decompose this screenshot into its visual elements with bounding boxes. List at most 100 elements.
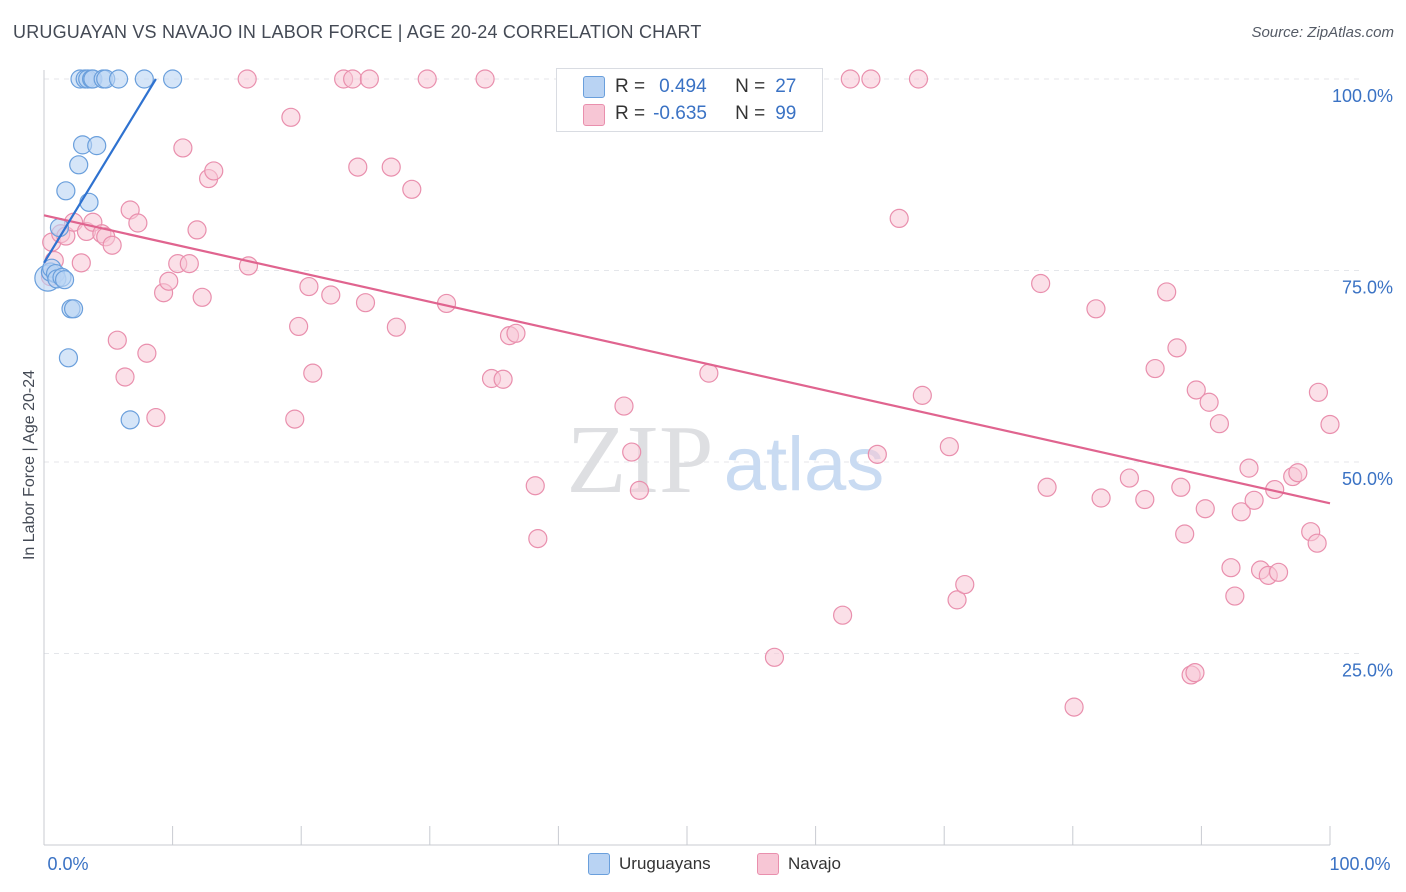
uruguayan-point-25 — [134, 69, 154, 89]
navajo-point-98 — [1308, 382, 1329, 402]
uruguayan-r-label: R = — [615, 76, 646, 97]
navajo-point-12 — [107, 330, 127, 350]
y-tick-label-25: 25.0% — [1342, 661, 1393, 681]
navajo-point-47 — [493, 369, 513, 389]
navajo-point-88 — [1225, 586, 1245, 606]
navajo-point-21 — [173, 138, 193, 158]
navajo-n-value: 99 — [775, 103, 797, 124]
navajo-point-49 — [506, 323, 526, 343]
navajo-point-83 — [1186, 380, 1206, 400]
navajo-point-89 — [1231, 502, 1251, 522]
navajo-point-74 — [1119, 468, 1139, 488]
uruguayan-stats: R = 0.494 N = 27 — [615, 74, 796, 100]
navajo-point-26 — [204, 161, 224, 181]
navajo-point-37 — [348, 157, 368, 177]
navajo-trend-line — [43, 214, 1331, 505]
y-axis-title: In Labor Force | Age 20-24 — [21, 369, 38, 561]
navajo-point-61 — [861, 69, 881, 89]
navajo-n-label: N = — [735, 103, 766, 124]
navajo-point-45 — [475, 69, 495, 89]
uruguayan-point-23 — [108, 69, 129, 89]
navajo-point-11 — [102, 235, 122, 255]
uruguayan-point-7 — [54, 270, 75, 290]
uruguayan-trend-line — [43, 78, 157, 264]
navajo-point-43 — [417, 69, 437, 89]
tick-labels: 25.0% 50.0% 75.0% 100.0% 0.0% 100.0% — [47, 86, 1393, 874]
navajo-point-82 — [1185, 663, 1205, 683]
navajo-point-60 — [840, 69, 860, 89]
uruguayan-point-26 — [163, 69, 183, 89]
navajo-point-59 — [833, 605, 853, 625]
uruguayan-point-8 — [56, 181, 76, 201]
navajo-point-42 — [402, 179, 422, 199]
navajo-point-16 — [137, 343, 157, 363]
navajo-point-63 — [889, 208, 909, 229]
navajo-point-91 — [1244, 490, 1264, 510]
legend-item-uruguayans: Uruguayans — [588, 853, 711, 875]
navajo-point-78 — [1167, 338, 1187, 358]
legend-item-navajo: Navajo — [757, 853, 841, 875]
navajo-r-value: -0.635 — [653, 103, 707, 124]
navajo-point-27 — [237, 69, 257, 89]
uruguayan-n-value: 27 — [775, 76, 797, 97]
uruguayan-point-24 — [120, 410, 140, 430]
navajo-point-77 — [1157, 282, 1177, 302]
navajo-point-19 — [159, 271, 179, 291]
uruguayan-point-9 — [58, 348, 79, 368]
navajo-point-70 — [1037, 477, 1057, 497]
uruguayan-point-11 — [63, 299, 84, 319]
legend-label-navajo: Navajo — [788, 854, 841, 873]
trend-lines — [43, 78, 1331, 505]
navajo-series — [40, 69, 1340, 717]
navajo-point-73 — [1091, 488, 1111, 508]
navajo-point-76 — [1145, 358, 1165, 379]
navajo-point-64 — [908, 69, 929, 89]
navajo-point-97 — [1288, 463, 1308, 483]
navajo-point-6 — [71, 253, 91, 273]
navajo-point-71 — [1064, 697, 1084, 717]
navajo-point-39 — [359, 69, 379, 89]
navajo-point-87 — [1221, 558, 1241, 578]
navajo-point-17 — [146, 407, 166, 428]
x-tick-label-0: 0.0% — [47, 854, 88, 874]
navajo-point-67 — [947, 590, 967, 610]
legend-label-uruguayans: Uruguayans — [619, 854, 711, 873]
uruguayan-r-value: 0.494 — [659, 76, 707, 97]
navajo-point-23 — [187, 220, 207, 240]
uruguayan-n-label: N = — [735, 76, 766, 97]
y-tick-label-75: 75.0% — [1342, 278, 1393, 298]
y-tick-label-50: 50.0% — [1342, 469, 1393, 489]
navajo-point-51 — [528, 528, 548, 549]
navajo-point-34 — [321, 285, 341, 305]
navajo-point-58 — [764, 647, 785, 667]
navajo-point-90 — [1239, 458, 1259, 478]
watermark: ZIP atlas — [567, 406, 885, 514]
watermark-atlas: atlas — [724, 422, 885, 507]
y-tick-label-100: 100.0% — [1332, 86, 1393, 106]
navajo-point-36 — [343, 69, 363, 89]
navajo-point-41 — [381, 157, 401, 177]
navajo-point-38 — [355, 293, 376, 313]
navajo-point-79 — [1171, 477, 1191, 497]
navajo-point-30 — [285, 409, 305, 429]
navajo-point-33 — [303, 363, 323, 383]
navajo-point-66 — [939, 437, 959, 457]
navajo-point-40 — [386, 317, 406, 337]
navajo-point-101 — [1320, 414, 1340, 435]
navajo-point-31 — [289, 316, 309, 337]
navajo-point-84 — [1195, 499, 1215, 519]
legend-swatch-navajo — [757, 853, 779, 875]
navajo-point-22 — [179, 254, 199, 274]
uruguayan-swatch — [583, 76, 605, 98]
navajo-point-62 — [867, 444, 887, 464]
navajo-point-50 — [525, 476, 545, 496]
uruguayan-point-12 — [69, 155, 89, 175]
navajo-point-100 — [1307, 533, 1327, 553]
navajo-point-24 — [192, 287, 212, 307]
navajo-swatch — [583, 104, 605, 126]
source-label: Source: ZipAtlas.com — [1251, 24, 1394, 41]
navajo-point-32 — [299, 276, 319, 297]
navajo-point-72 — [1086, 299, 1106, 319]
x-tick-label-100: 100.0% — [1329, 854, 1390, 874]
